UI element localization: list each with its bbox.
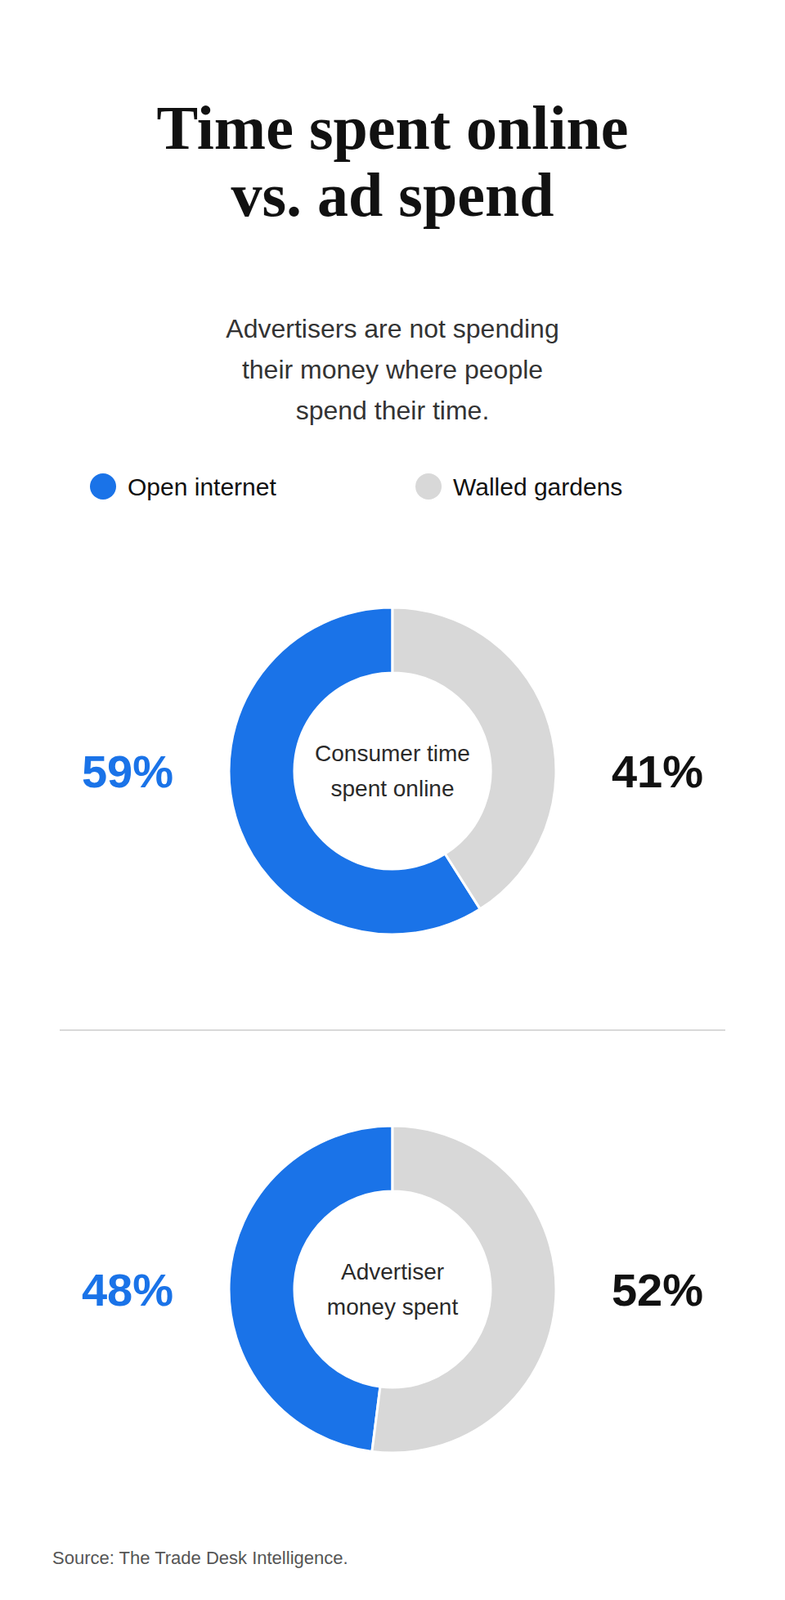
center-label: Advertiser money spent [327, 1259, 459, 1320]
center-label-line: spent online [330, 776, 454, 802]
slices [228, 607, 557, 935]
subtitle-line: Advertisers are not spending [225, 314, 559, 344]
center-label-line: Consumer time [314, 740, 471, 767]
slice [372, 1125, 557, 1454]
legend-swatch [415, 473, 442, 500]
subtitle-line: spend their time. [296, 395, 490, 426]
title: Time spent onlinevs. ad spend [156, 93, 628, 229]
data-label: 52% [611, 1264, 704, 1316]
legend: Open internet Walled gardens [89, 473, 623, 501]
donut-chart: Consumer time spent online 59% 41% [81, 607, 704, 935]
legend-label: Open internet [127, 473, 277, 501]
slices [228, 1125, 557, 1454]
legend-label: Walled gardens [453, 473, 623, 501]
center-label-line: money spent [327, 1294, 459, 1320]
title-line: vs. ad spend [231, 160, 555, 229]
data-label: 41% [611, 745, 704, 798]
figure: Time spent onlinevs. ad spendAdvertisers… [0, 0, 785, 1600]
title-line: Time spent online [156, 93, 628, 162]
divider [59, 1029, 726, 1032]
subtitle-line: their money where people [242, 354, 543, 385]
data-label: 59% [81, 745, 174, 798]
legend-item: Walled gardens [415, 473, 623, 501]
legend-item: Open internet [89, 473, 277, 501]
subtitle: Advertisers are not spending their money … [225, 314, 559, 426]
center-label: Consumer time spent online [314, 740, 471, 802]
donut-chart: Advertiser money spent 48% 52% [81, 1125, 704, 1454]
data-label: 48% [81, 1264, 174, 1316]
center-label-line: Advertiser [340, 1259, 445, 1285]
slice [228, 1125, 393, 1452]
source: Source: The Trade Desk Intelligence. [52, 1547, 349, 1569]
legend-swatch [89, 473, 117, 500]
